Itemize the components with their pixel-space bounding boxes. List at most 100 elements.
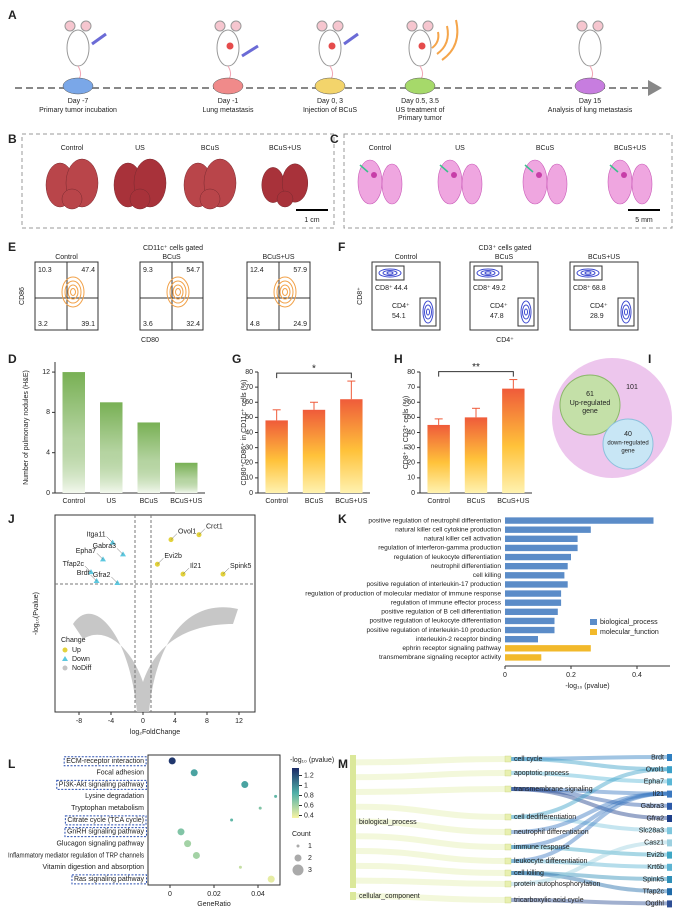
label-leader (116, 548, 124, 555)
category-label: positive regulation of B cell differenti… (381, 609, 501, 616)
category-label: regulation of interferon-gamma productio… (378, 545, 501, 552)
x-axis-title: GeneRatio (197, 901, 231, 908)
y-tick-label: 30 (245, 444, 253, 451)
venn-text: down-regulated (607, 441, 648, 447)
step-day: Day -1 (218, 98, 239, 105)
contour (484, 271, 492, 275)
group-label: US (455, 145, 465, 152)
contour (386, 271, 394, 275)
bar (505, 517, 654, 524)
panel-b-frame (21, 133, 335, 229)
y-tick-label: 40 (245, 429, 253, 436)
gate-label: CD8⁺ (573, 285, 591, 292)
contour (67, 284, 79, 300)
x-tick-label: BCuS (305, 498, 324, 505)
node-label: cell dedifferentiation (514, 814, 576, 821)
category-label: regulation of immune effector process (391, 599, 502, 606)
gene-label: Spink5 (230, 563, 252, 570)
colorbar-label: 1 (304, 782, 308, 789)
step-text: Primary tumor (398, 115, 443, 122)
sankey-link (355, 770, 506, 781)
mouse-ear (332, 20, 344, 32)
axis-title: CD86 (19, 287, 26, 305)
node-label: neutrophil differentiation (514, 829, 589, 836)
sankey-link (510, 871, 668, 894)
bar (505, 626, 555, 634)
colorbar (292, 768, 299, 818)
node-label: Gfra2 (646, 815, 664, 822)
significance-mark: ** (472, 362, 480, 373)
contour (276, 280, 294, 304)
arrow-mark (609, 164, 619, 173)
label-leader (90, 574, 97, 582)
sankey-node (667, 851, 672, 859)
gene-label: Ovol1 (178, 528, 196, 535)
bubble (258, 806, 262, 810)
panel-c-frame (343, 133, 673, 229)
panel-label: G (232, 352, 241, 366)
mouse-ear (64, 20, 76, 32)
flow-group: BCuS (495, 254, 514, 261)
contour (476, 268, 500, 278)
sankey-link (355, 862, 506, 876)
size-legend-marker (296, 844, 300, 848)
arrow-mark (439, 164, 449, 173)
category-label: natural killer cell activation (424, 536, 501, 543)
contour (382, 270, 398, 276)
y-axis-title: Number of pulmonary nodules (H&E) (23, 370, 30, 485)
y-tick-label: 30 (407, 444, 415, 451)
bar (505, 553, 571, 561)
plot-frame (147, 754, 281, 886)
gene-label: Epha7 (76, 548, 96, 555)
x-tick-label: BCuS (140, 498, 159, 505)
gene-label: Itga11 (87, 531, 106, 538)
scale-label: 5 mm (635, 217, 653, 224)
step-text: Injection of BCuS (303, 107, 357, 114)
y-tick-label: 50 (407, 414, 415, 421)
colorbar-label: 1.2 (304, 772, 314, 779)
bar (502, 388, 525, 493)
point (88, 569, 94, 575)
label-leader (182, 567, 190, 575)
category-label: Inflammatory mediator regulation of TRP … (8, 852, 144, 859)
he-section (381, 163, 403, 205)
sankey-node (350, 755, 356, 888)
label-leader (96, 553, 104, 560)
gene-label: Tfap2c (63, 561, 85, 568)
sankey-node (667, 900, 672, 908)
node-label: cellular_component (359, 893, 420, 900)
sankey-node (504, 843, 512, 851)
scale-label: 1 cm (304, 217, 319, 224)
gate (375, 265, 405, 281)
sankey-node (504, 785, 512, 793)
bar (505, 599, 562, 606)
sankey-node (504, 755, 512, 763)
size-legend-title: Count (292, 831, 311, 838)
cloud-marker (574, 77, 606, 95)
bar (505, 562, 568, 570)
syringe (91, 32, 107, 46)
contour (64, 280, 82, 304)
category-label: ECM-receptor interaction (66, 758, 144, 765)
y-axis-title: CD80⁺CD86⁺ in CD11c⁺ cells (%) (241, 380, 248, 486)
sankey-node (667, 754, 672, 761)
gene-label: Gfra2 (93, 572, 111, 579)
x-tick-label: 12 (235, 718, 243, 725)
bar (505, 654, 542, 661)
colorbar-label: 0.6 (304, 802, 314, 809)
metastasis-spot (536, 172, 542, 178)
sankey-node (504, 896, 512, 904)
label-leader (106, 536, 113, 543)
contour (580, 270, 596, 276)
sankey-link (510, 771, 668, 784)
sankey-link (355, 893, 506, 903)
category-label: interleukin-2 receptor binding (416, 636, 501, 643)
panel-label: A (8, 8, 17, 22)
bar (302, 409, 326, 493)
category-label: positive regulation of leukocyte differe… (370, 618, 502, 625)
category-label: Vitamin digestion and absorption (43, 864, 145, 871)
x-tick-label: -8 (76, 718, 82, 725)
bar (505, 535, 578, 543)
colorbar-title: -log₁₀ (pvalue) (290, 757, 334, 764)
bubble (177, 828, 185, 836)
